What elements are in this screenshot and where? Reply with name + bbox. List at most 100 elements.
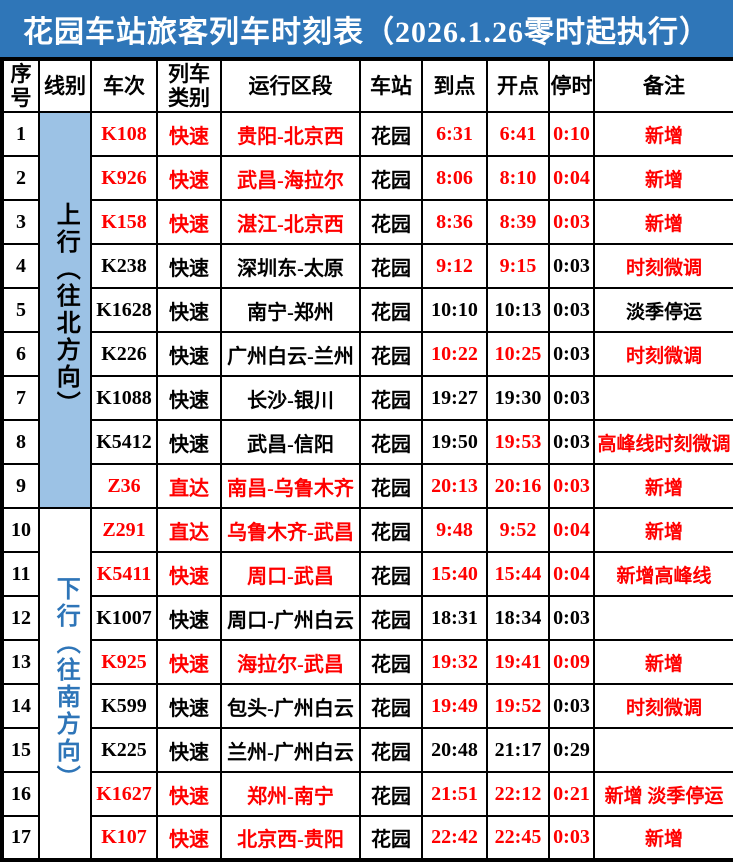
cell-arrival-time: 21:51 xyxy=(421,771,488,817)
cell-arrival-time: 18:31 xyxy=(421,595,488,641)
cell-serial-number: 10 xyxy=(1,507,40,553)
cell-station: 花园 xyxy=(359,463,423,509)
cell-serial-number: 4 xyxy=(1,243,40,289)
cell-departure-time: 10:13 xyxy=(486,287,550,333)
cell-route-section: 周口-广州白云 xyxy=(220,595,361,641)
cell-station: 花园 xyxy=(359,507,423,553)
cell-train-number: K108 xyxy=(90,111,158,157)
cell-serial-number: 5 xyxy=(1,287,40,333)
col-header-train: 车次 xyxy=(90,58,158,113)
cell-departure-time: 19:52 xyxy=(486,683,550,729)
cell-arrival-time: 19:50 xyxy=(421,419,488,465)
header-row: 序号 线别 车次 列车类别 运行区段 车站 到点 开点 停时 备注 xyxy=(1,58,733,113)
cell-remark xyxy=(593,375,733,421)
cell-stop-duration: 0:03 xyxy=(548,199,595,245)
cell-arrival-time: 22:42 xyxy=(421,815,488,861)
cell-train-category: 快速 xyxy=(156,155,222,201)
cell-remark: 新增 xyxy=(593,199,733,245)
cell-train-number: K226 xyxy=(90,331,158,377)
cell-remark: 高峰线时刻微调 xyxy=(593,419,733,465)
cell-stop-duration: 0:03 xyxy=(548,331,595,377)
cell-train-number: K5412 xyxy=(90,419,158,465)
cell-arrival-time: 6:31 xyxy=(421,111,488,157)
cell-serial-number: 16 xyxy=(1,771,40,817)
cell-station: 花园 xyxy=(359,243,423,289)
cell-train-category: 直达 xyxy=(156,463,222,509)
direction-label: 下行（往南方向） xyxy=(52,575,79,792)
cell-departure-time: 9:15 xyxy=(486,243,550,289)
cell-remark: 新增 xyxy=(593,111,733,157)
col-header-serial: 序号 xyxy=(1,58,40,113)
cell-departure-time: 8:10 xyxy=(486,155,550,201)
cell-stop-duration: 0:04 xyxy=(548,551,595,597)
cell-arrival-time: 8:06 xyxy=(421,155,488,201)
col-header-section: 运行区段 xyxy=(220,58,361,113)
table-row: 17 K107 快速 北京西-贵阳 花园 22:42 22:45 0:03 新增 xyxy=(1,815,733,861)
cell-departure-time: 8:39 xyxy=(486,199,550,245)
cell-departure-time: 22:12 xyxy=(486,771,550,817)
cell-departure-time: 18:34 xyxy=(486,595,550,641)
cell-remark xyxy=(593,727,733,773)
col-header-departure: 开点 xyxy=(486,58,550,113)
cell-stop-duration: 0:03 xyxy=(548,419,595,465)
table-row: 13 K925 快速 海拉尔-武昌 花园 19:32 19:41 0:09 新增 xyxy=(1,639,733,685)
cell-serial-number: 2 xyxy=(1,155,40,201)
cell-train-category: 快速 xyxy=(156,419,222,465)
col-header-station: 车站 xyxy=(359,58,423,113)
cell-route-section: 南昌-乌鲁木齐 xyxy=(220,463,361,509)
table-row: 1 上行（往北方向） K108 快速 贵阳-北京西 花园 6:31 6:41 0:10 新增 xyxy=(1,111,733,509)
cell-station: 花园 xyxy=(359,287,423,333)
cell-route-section: 贵阳-北京西 xyxy=(220,111,361,157)
page-title: 花园车站旅客列车时刻表（2026.1.26零时起执行） xyxy=(0,0,733,57)
cell-train-number: K1627 xyxy=(90,771,158,817)
cell-train-category: 快速 xyxy=(156,727,222,773)
cell-train-number: K599 xyxy=(90,683,158,729)
cell-station: 花园 xyxy=(359,639,423,685)
cell-station: 花园 xyxy=(359,815,423,861)
cell-serial-number: 7 xyxy=(1,375,40,421)
cell-stop-duration: 0:04 xyxy=(548,507,595,553)
cell-station: 花园 xyxy=(359,595,423,641)
cell-route-section: 深圳东-太原 xyxy=(220,243,361,289)
cell-remark xyxy=(593,595,733,641)
cell-station: 花园 xyxy=(359,419,423,465)
cell-serial-number: 1 xyxy=(1,111,40,157)
table-row: 8 K5412 快速 武昌-信阳 花园 19:50 19:53 0:03 高峰线时刻微调 xyxy=(1,419,733,465)
timetable-body: 1 上行（往北方向） K108 快速 贵阳-北京西 花园 6:31 6:41 0:10 新增 2 K9… xyxy=(1,111,733,861)
cell-stop-duration: 0:03 xyxy=(548,815,595,861)
cell-train-category: 快速 xyxy=(156,331,222,377)
cell-train-number: K5411 xyxy=(90,551,158,597)
cell-stop-duration: 0:21 xyxy=(548,771,595,817)
direction-down-cell: 下行（往南方向） xyxy=(38,507,92,861)
cell-route-section: 北京西-贵阳 xyxy=(220,815,361,861)
cell-departure-time: 10:25 xyxy=(486,331,550,377)
table-row: 14 K599 快速 包头-广州白云 花园 19:49 19:52 0:03 时刻微调 xyxy=(1,683,733,729)
col-header-arrival: 到点 xyxy=(421,58,488,113)
cell-station: 花园 xyxy=(359,727,423,773)
cell-station: 花园 xyxy=(359,155,423,201)
cell-station: 花园 xyxy=(359,771,423,817)
col-header-remark: 备注 xyxy=(593,58,733,113)
cell-departure-time: 20:16 xyxy=(486,463,550,509)
cell-train-category: 快速 xyxy=(156,683,222,729)
col-header-stop: 停时 xyxy=(548,58,595,113)
cell-remark: 新增 xyxy=(593,639,733,685)
cell-train-number: K158 xyxy=(90,199,158,245)
cell-train-number: K1088 xyxy=(90,375,158,421)
cell-train-number: K225 xyxy=(90,727,158,773)
cell-train-category: 快速 xyxy=(156,815,222,861)
cell-remark: 时刻微调 xyxy=(593,331,733,377)
cell-serial-number: 11 xyxy=(1,551,40,597)
table-row: 11 K5411 快速 周口-武昌 花园 15:40 15:44 0:04 新增高峰线 xyxy=(1,551,733,597)
cell-train-category: 快速 xyxy=(156,375,222,421)
cell-stop-duration: 0:03 xyxy=(548,595,595,641)
cell-train-number: K1628 xyxy=(90,287,158,333)
cell-remark: 淡季停运 xyxy=(593,287,733,333)
cell-station: 花园 xyxy=(359,375,423,421)
cell-arrival-time: 19:49 xyxy=(421,683,488,729)
table-row: 3 K158 快速 湛江-北京西 花园 8:36 8:39 0:03 新增 xyxy=(1,199,733,245)
cell-arrival-time: 19:32 xyxy=(421,639,488,685)
cell-stop-duration: 0:03 xyxy=(548,683,595,729)
cell-train-category: 快速 xyxy=(156,111,222,157)
cell-remark: 新增高峰线 xyxy=(593,551,733,597)
